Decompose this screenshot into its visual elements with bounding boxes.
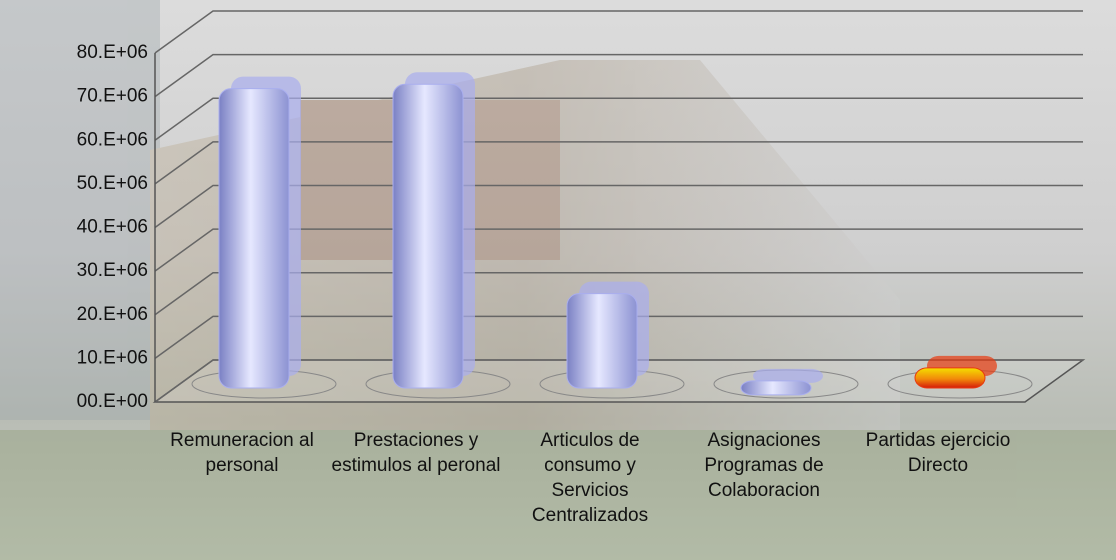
grid-line bbox=[154, 141, 1083, 185]
grid-line bbox=[154, 184, 1083, 229]
bar-group bbox=[740, 368, 823, 396]
y-tick-label: 80.E+06 bbox=[77, 42, 148, 63]
bar-group bbox=[566, 281, 649, 389]
y-tick-label: 30.E+06 bbox=[77, 260, 148, 281]
y-tick-label: 70.E+06 bbox=[77, 86, 148, 107]
bar bbox=[392, 83, 464, 389]
x-tick-label: Articulos de consumo y Servicios Central… bbox=[531, 430, 649, 526]
x-tick-label: Partidas ejercicio Directo bbox=[865, 430, 1011, 476]
grid-line bbox=[154, 359, 1083, 403]
y-tick-label: 10.E+06 bbox=[77, 347, 148, 368]
grid-line bbox=[154, 272, 1083, 316]
y-tick-label: 60.E+06 bbox=[77, 129, 148, 150]
bar-side bbox=[753, 368, 823, 383]
grid-line bbox=[154, 228, 1083, 272]
grid-line bbox=[154, 97, 1083, 141]
y-tick-label: 20.E+06 bbox=[77, 304, 148, 325]
bar-group bbox=[914, 355, 997, 389]
bar bbox=[218, 88, 290, 389]
grid-line bbox=[154, 10, 1083, 54]
x-tick-label: Prestaciones y estimulos al peronal bbox=[331, 430, 501, 476]
x-tick-label: Asignaciones Programas de Colaboracion bbox=[704, 430, 824, 501]
y-tick-label: 00.E+00 bbox=[77, 391, 148, 412]
grid-line bbox=[154, 53, 1083, 98]
bar bbox=[914, 367, 986, 389]
grid-line bbox=[154, 315, 1083, 359]
bar-group bbox=[392, 72, 475, 389]
x-tick-label: Remuneracion al personal bbox=[170, 430, 314, 476]
bar bbox=[740, 380, 812, 396]
bar bbox=[566, 293, 638, 389]
y-tick-label: 50.E+06 bbox=[77, 173, 148, 194]
y-tick-label: 40.E+06 bbox=[77, 217, 148, 238]
bar-group bbox=[218, 76, 301, 389]
